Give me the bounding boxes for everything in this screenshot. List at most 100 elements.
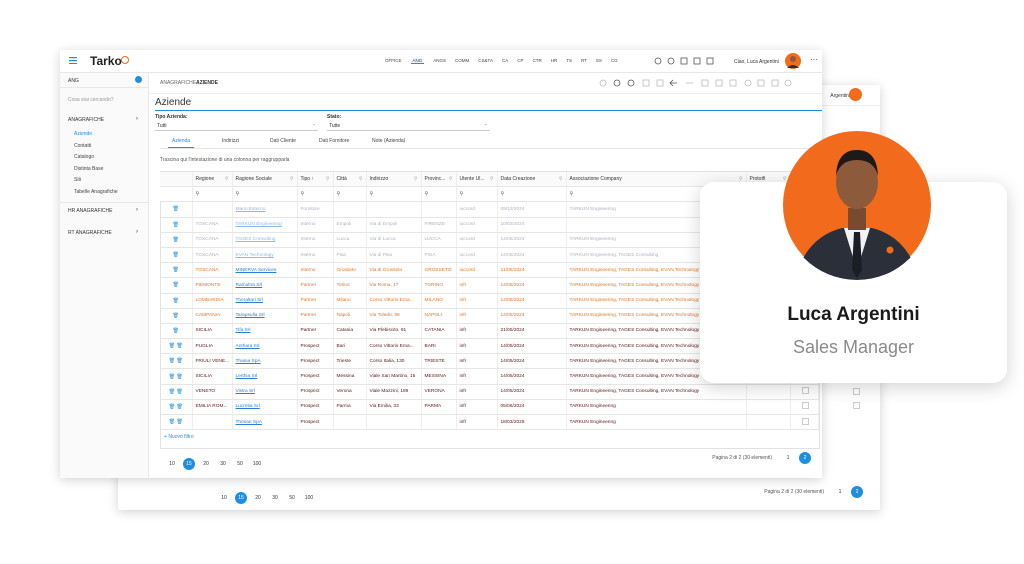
company-link[interactable]: Thania SpA (235, 358, 261, 364)
filter-select[interactable]: Tutte ⌄ (327, 121, 490, 131)
header-cell[interactable]: Regione ⚲ (192, 172, 233, 188)
delete-icon[interactable]: 🗑 🗑 (168, 388, 183, 395)
delete-icon[interactable]: 🗑 (172, 236, 179, 243)
company-link[interactable]: Vistra Srl (235, 389, 255, 395)
checkbox[interactable] (801, 417, 809, 425)
delete-icon[interactable]: 🗑 (172, 206, 179, 213)
delete-icon[interactable]: 🗑 (172, 282, 179, 289)
page-number[interactable]: 1 (786, 455, 790, 461)
module-tab[interactable]: TS (566, 58, 572, 63)
company-link[interactable]: Lerthia Srl (235, 374, 258, 380)
page-size[interactable]: 10 (221, 495, 227, 501)
page-number[interactable]: 2 (851, 486, 863, 498)
module-tab[interactable]: OFFICE (385, 58, 402, 63)
header-cell[interactable]: Tipo ↑ ⚲ (297, 172, 334, 188)
filter-cell[interactable]: ⚲ (456, 186, 498, 203)
module-tab[interactable]: ANGS (433, 58, 447, 63)
filter-cell[interactable]: ⚲ (497, 186, 567, 203)
filter-select[interactable]: Tutti ⌄ (155, 121, 318, 131)
new-filter-label[interactable]: Nuovo filtro (168, 434, 194, 440)
data-row[interactable]: 🗑 🗑 SICILIA Lerthia Srl Prospect Messina Vial… (160, 368, 819, 385)
filter-cell[interactable]: ⚲ (333, 186, 367, 203)
company-link[interactable]: Tifa Srl (235, 328, 251, 334)
section-title[interactable]: HR ANAGRAFICHE (68, 208, 113, 214)
company-link[interactable]: EVAN Technology (235, 252, 274, 258)
header-cell[interactable]: Indirizzo ⚲ (366, 172, 422, 188)
page-size[interactable]: 30 (272, 495, 278, 501)
sidebar-item[interactable]: Contatti (74, 142, 92, 149)
breadcrumb-parent[interactable]: ANAGRAFICHE / (160, 80, 199, 86)
checkbox[interactable] (853, 387, 860, 395)
detail-tab[interactable]: Azienda (168, 138, 195, 148)
page-size[interactable]: 20 (203, 461, 209, 467)
filter-cell[interactable]: ⚲ (192, 186, 233, 203)
delete-icon[interactable]: 🗑 (172, 327, 179, 334)
company-link[interactable]: TARKUN Engineering (235, 222, 282, 228)
module-tab[interactable]: CG (610, 58, 618, 63)
sidebar-item[interactable]: Siti (74, 177, 81, 183)
delete-icon[interactable]: 🗑 (172, 221, 179, 228)
more-icon[interactable]: ⋯ (810, 55, 818, 64)
header-cell[interactable]: Ragione Sociale ⚲ (232, 172, 298, 188)
delete-icon[interactable]: 🗑 🗑 (168, 373, 183, 380)
detail-tab[interactable]: Dati Cliente (270, 138, 296, 144)
data-row[interactable]: 🗑 🗑 VENETO Vistra Srl Prospect Verona Viale M… (160, 384, 819, 400)
new-filter[interactable]: + Nuovo filtro (164, 434, 194, 440)
company-link[interactable]: Anthara Srl (235, 343, 260, 349)
data-row[interactable]: 🗑 🗑 EMILIA ROM... Lucretia Srl Prospect Parm… (160, 399, 819, 416)
delete-icon[interactable]: 🗑 🗑 (168, 403, 183, 410)
module-tab[interactable]: CS&TA (478, 58, 493, 63)
page-size[interactable]: 30 (220, 461, 226, 467)
filter-cell[interactable]: ⚲ (297, 186, 334, 203)
module-tab[interactable]: CA (501, 58, 509, 63)
checkbox[interactable] (801, 387, 809, 395)
filter-cell[interactable]: ⚲ (421, 186, 457, 203)
sidebar-item[interactable]: Tabelle Anagrafiche (74, 188, 118, 195)
detail-tab[interactable]: Dati Fornitore (319, 138, 350, 144)
page-size[interactable]: 20 (255, 495, 261, 501)
module-tab[interactable]: ANG (410, 58, 425, 64)
page-number[interactable]: 2 (799, 452, 811, 464)
module-tab[interactable]: CTR (532, 58, 542, 63)
logo[interactable]: Tarko (90, 54, 122, 68)
company-link[interactable]: Mario Esterno (235, 206, 266, 212)
company-link[interactable]: TAGES Consulting (235, 237, 276, 243)
page-size[interactable]: 10 (169, 461, 175, 467)
company-link[interactable]: Theraltari Srl (235, 298, 263, 304)
delete-icon[interactable]: 🗑 🗑 (168, 343, 183, 350)
detail-tab[interactable]: Indirizzi (222, 138, 239, 144)
header-cell[interactable]: Associazione Company ⚲ (566, 172, 747, 188)
delete-icon[interactable]: 🗑 (172, 297, 179, 304)
module-tab[interactable]: HR (550, 58, 558, 63)
company-link[interactable]: Thesan SpA (235, 419, 262, 425)
delete-icon[interactable]: 🗑 🗑 (168, 358, 183, 365)
delete-icon[interactable]: 🗑 (172, 267, 179, 274)
page-size[interactable]: 15 (235, 492, 247, 504)
module-tab[interactable]: CP (517, 58, 524, 63)
detail-tab[interactable]: Note (Azienda) (372, 138, 406, 144)
header-cell[interactable]: Utente Ul... ⚲ (456, 172, 498, 188)
page-size[interactable]: 50 (237, 461, 243, 467)
delete-icon[interactable]: 🗑 🗑 (168, 419, 183, 426)
sidebar-item[interactable]: Catalogo (74, 154, 95, 160)
section-title[interactable]: RT ANAGRAFICHE (68, 230, 112, 236)
sidebar-search[interactable]: Cosa stai cercando? (68, 97, 114, 103)
delete-icon[interactable]: 🗑 (172, 252, 179, 259)
page-size[interactable]: 15 (183, 458, 195, 470)
checkbox[interactable] (801, 402, 809, 410)
delete-icon[interactable]: 🗑 (172, 312, 179, 319)
company-link[interactable]: Ramultra Srl (235, 282, 263, 288)
page-size[interactable]: 100 (252, 461, 262, 467)
company-link[interactable]: Lucretia Srl (235, 404, 260, 410)
menu-icon[interactable] (69, 57, 77, 64)
filter-cell[interactable]: ⚲ (366, 186, 422, 203)
header-cell[interactable]: Data Creazione ⚲ (497, 172, 567, 188)
user-avatar[interactable] (785, 53, 801, 69)
sidebar-item[interactable]: Distinta Base (74, 165, 104, 172)
module-tab[interactable]: RT (581, 58, 587, 63)
page-size[interactable]: 100 (304, 495, 314, 501)
company-link[interactable]: Tarapsulla Srl (235, 313, 265, 319)
module-tab[interactable]: COMM (455, 58, 470, 63)
header-cell[interactable]: Città ⚲ (333, 172, 367, 188)
page-size[interactable]: 50 (289, 495, 295, 501)
